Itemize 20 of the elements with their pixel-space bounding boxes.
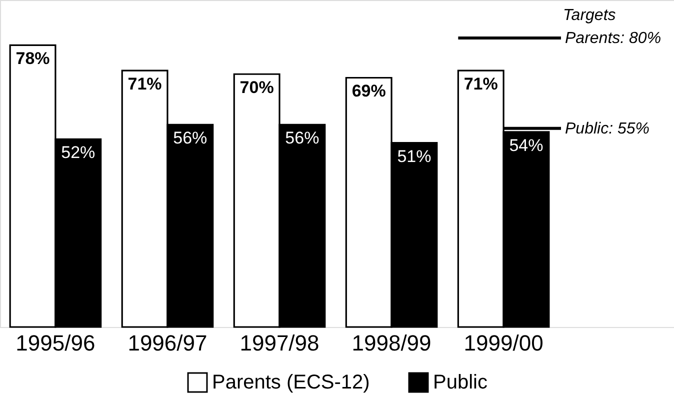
- data-label: 56%: [285, 128, 320, 148]
- ref-line-label: Public: 55%: [565, 120, 650, 138]
- legend-label: Public: [433, 372, 488, 394]
- data-label: 78%: [16, 49, 50, 68]
- text: Targets: [563, 7, 616, 24]
- data-label: 71%: [464, 74, 498, 94]
- data-label: 56%: [173, 128, 208, 148]
- data-label: 54%: [509, 136, 544, 155]
- ref-line-label: Parents: 80%: [565, 30, 662, 47]
- data-label: 71%: [128, 74, 162, 94]
- data-label: 52%: [61, 143, 96, 162]
- x-tick-label: 1998/99: [352, 330, 432, 356]
- data-label: 51%: [397, 146, 432, 166]
- data-label: 70%: [240, 78, 274, 98]
- x-tick-label: 1995/96: [16, 330, 96, 356]
- x-tick-label: 1999/00: [464, 330, 544, 356]
- x-tick-label: 1996/97: [128, 330, 208, 356]
- legend-label: Parents (ECS-12): [212, 372, 370, 394]
- data-label: 69%: [352, 82, 386, 101]
- x-tick-label: 1997/98: [240, 330, 320, 356]
